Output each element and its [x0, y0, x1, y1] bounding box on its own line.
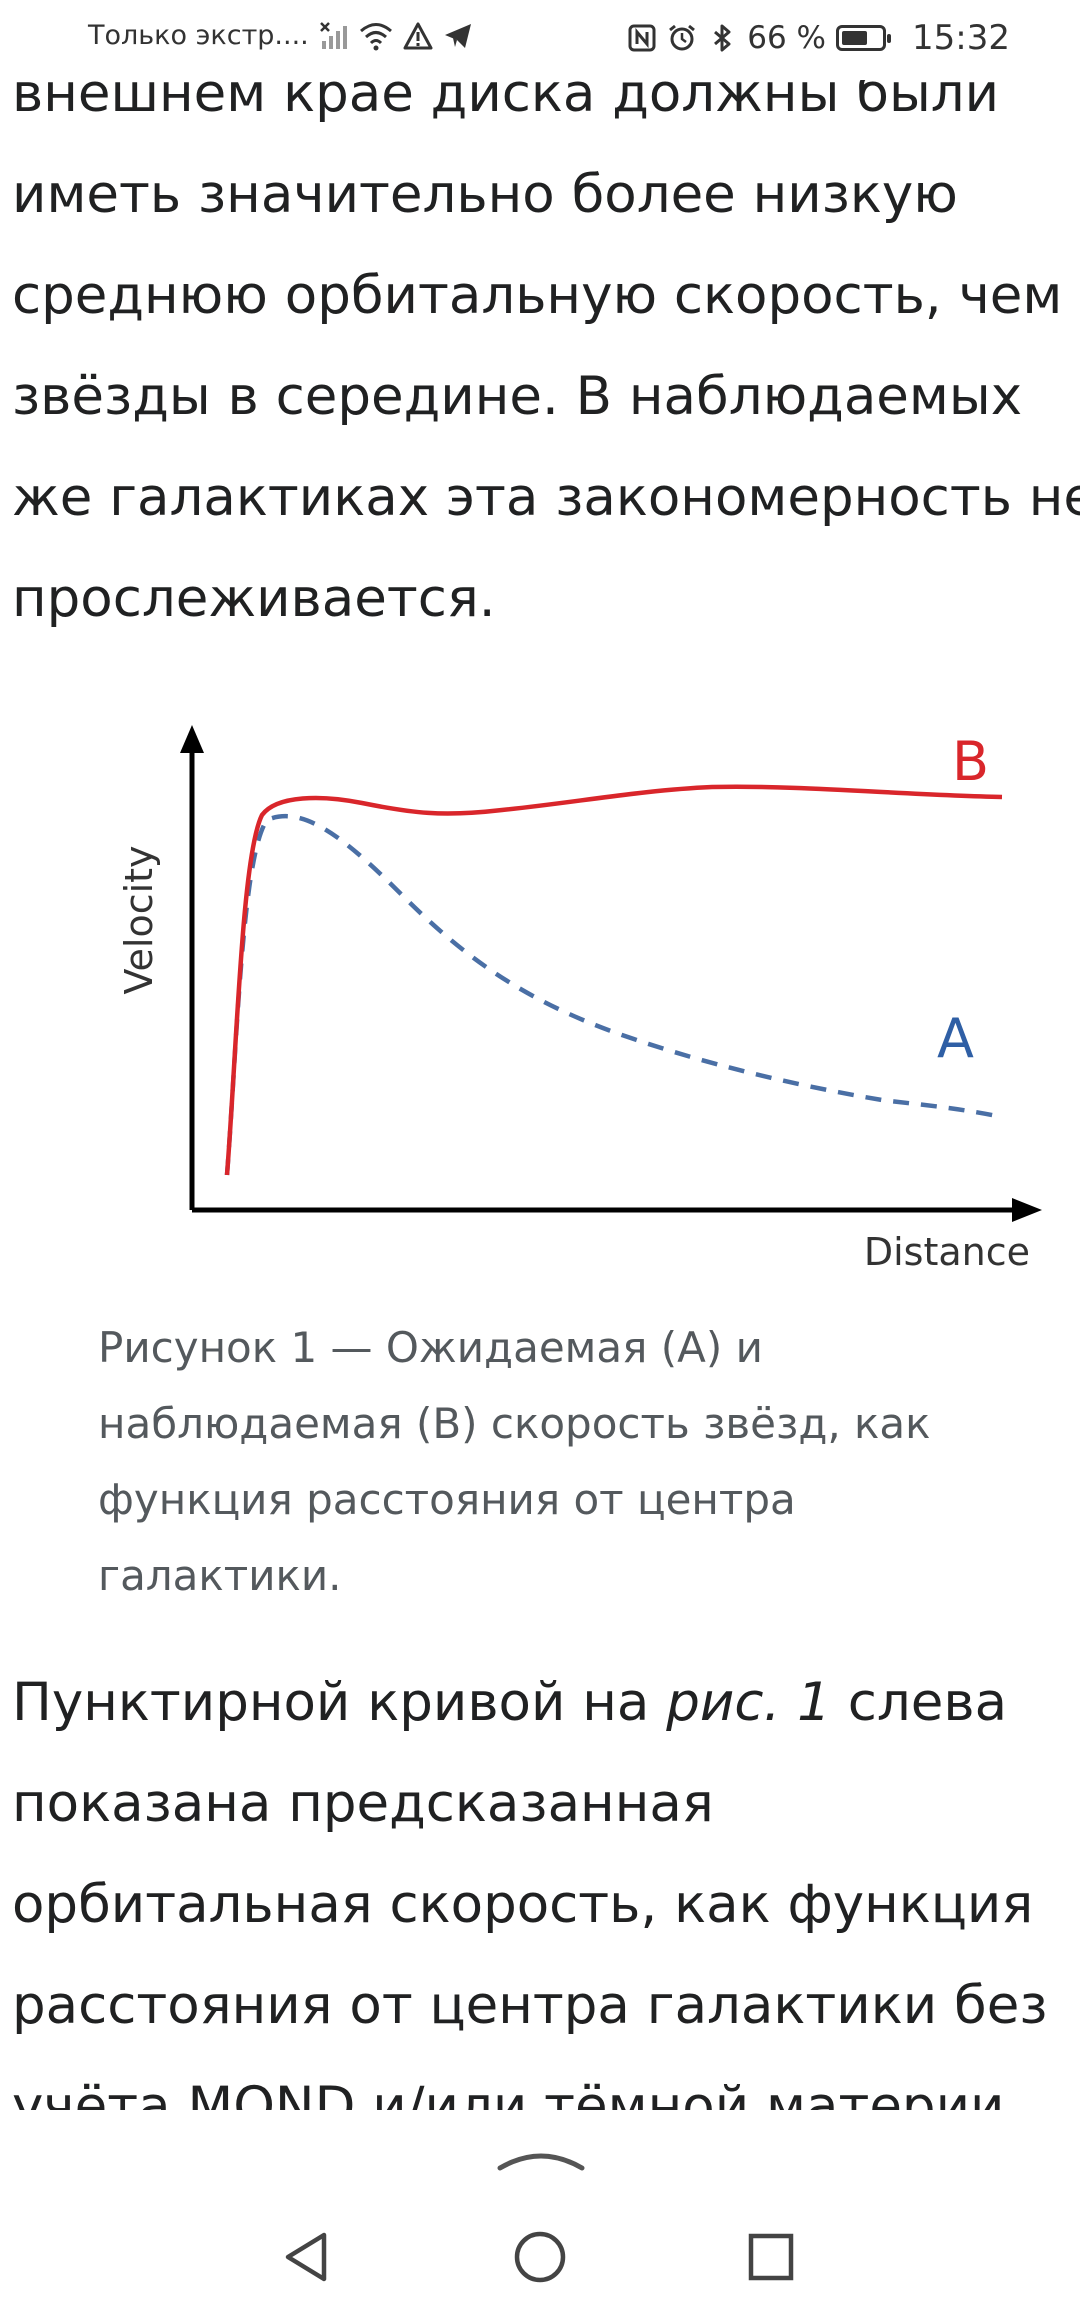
y-axis-label: Velocity	[117, 845, 161, 994]
rotation-curve-chart: B A Velocity Distance	[117, 725, 1042, 1274]
paragraph-top: внешнем крае диска должны были иметь зна…	[12, 43, 1080, 649]
wifi-icon	[359, 22, 392, 50]
series-b-label: B	[952, 730, 989, 793]
home-icon	[514, 2231, 566, 2283]
caption-line: функция расстояния от центра	[98, 1475, 796, 1524]
nfc-icon	[628, 24, 656, 52]
x-axis-arrow	[1012, 1198, 1042, 1222]
text-segment: Пунктирной кривой на	[12, 1672, 667, 1733]
home-button[interactable]	[513, 2230, 567, 2284]
warning-icon	[403, 22, 433, 49]
text-line: же галактиках эта закономерность не	[12, 467, 1080, 528]
telegram-icon	[444, 23, 471, 48]
clock: 15:32	[912, 18, 1010, 58]
bluetooth-icon	[714, 24, 731, 52]
carrier-label: Только экстр....	[88, 20, 309, 51]
navigation-bar	[0, 2110, 1080, 2312]
text-line: орбитальная скорость, как функция	[12, 1874, 1034, 1935]
series-a-line	[224, 814, 1003, 1176]
text-segment: слева	[830, 1672, 1008, 1733]
battery-icon	[836, 25, 892, 51]
alarm-icon	[669, 24, 696, 51]
text-line: прослеживается.	[12, 568, 496, 629]
x-axis-label: Distance	[864, 1230, 1030, 1274]
text-line: показана предсказанная	[12, 1773, 714, 1834]
text-line: расстояния от центра галактики без	[12, 1975, 1048, 2036]
series-a-label: A	[937, 1007, 974, 1070]
caption-line: наблюдаемая (B) скорость звёзд, как	[98, 1399, 931, 1448]
paragraph-bottom: Пунктирной кривой на рис. 1 слева показа…	[12, 1652, 1048, 2157]
text-line: иметь значительно более низкую	[12, 164, 958, 225]
chevron-up-icon[interactable]	[496, 2144, 586, 2174]
battery-fill	[842, 31, 868, 45]
figure-reference-link: рис. 1	[666, 1672, 831, 1733]
text-line: Пунктирной кривой на рис. 1 слева	[12, 1652, 1048, 1753]
back-button[interactable]	[282, 2230, 332, 2284]
recents-button[interactable]	[746, 2230, 796, 2284]
y-axis-arrow	[180, 725, 204, 753]
caption-line: галактики.	[98, 1551, 342, 1600]
signal-off-icon	[319, 21, 347, 49]
battery-percent: 66 %	[747, 20, 827, 56]
status-bar: Только экстр....	[0, 0, 1080, 80]
recents-icon	[748, 2233, 794, 2281]
status-left: Только экстр....	[88, 20, 473, 51]
figure-caption: Рисунок 1 — Ожидаемая (A) и наблюдаемая …	[98, 1310, 1028, 1614]
caption-line: Рисунок 1 — Ожидаемая (A) и	[98, 1323, 763, 1372]
text-line: звёзды в середине. В наблюдаемых	[12, 366, 1023, 427]
series-b-line	[224, 784, 1003, 1176]
text-line: среднюю орбитальную скорость, чем	[12, 265, 1063, 326]
figure-rotation-curve[interactable]: B A Velocity Distance	[102, 705, 1062, 1279]
status-right: 66 % 15:32	[627, 18, 1010, 58]
back-icon	[285, 2232, 327, 2282]
